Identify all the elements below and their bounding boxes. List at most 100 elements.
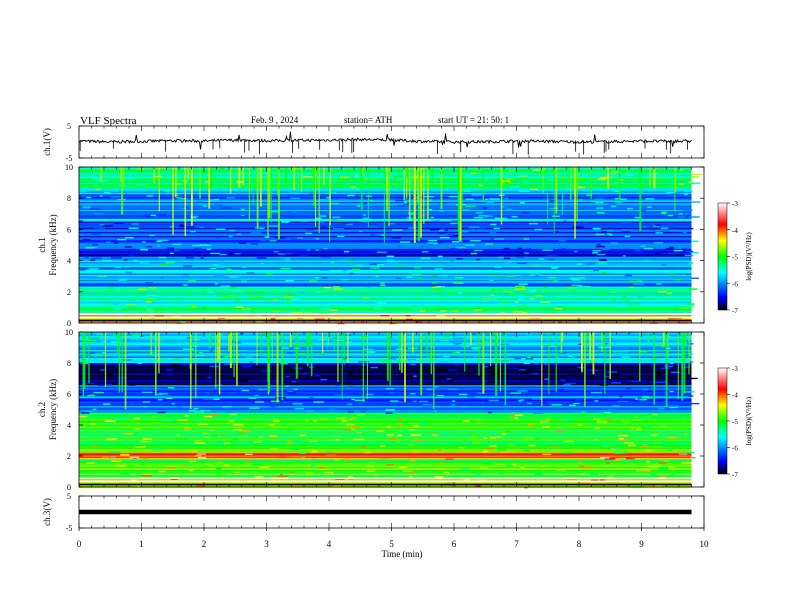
psd-speckle [607,408,617,411]
psd-speckle [377,305,382,308]
psd-speckle [268,435,277,437]
psd-speckle [257,455,265,457]
sferic-streak [172,167,174,235]
psd-speckle [166,394,171,396]
psd-speckle [99,223,105,226]
psd-speckle [286,442,293,445]
psd-speckle [534,473,543,475]
sferic-streak [190,332,192,410]
psd-speckle [443,229,449,232]
psd-speckle [459,468,471,471]
psd-speckle [607,371,618,373]
psd-speckle [258,436,263,438]
psd-speckle [185,257,194,259]
psd-speckle [193,408,199,410]
psd-speckle [467,227,475,230]
psd-speckle [219,295,229,298]
psd-speckle [289,294,297,296]
sferic-streak [208,167,211,209]
psd-speckle [379,440,385,443]
sferic-streak [433,332,435,409]
psd-speckle [446,378,452,380]
psd-speckle [450,404,455,406]
psd-speckle [380,234,385,236]
psd-speckle [300,457,306,459]
psd-speckle [129,456,140,459]
psd-speckle [596,244,601,246]
psd-speckle [169,226,174,228]
psd-speckle [580,482,591,484]
psd-speckle [448,369,458,371]
frequency-bin [79,351,692,353]
psd-speckle [641,469,651,472]
frequency-bin [79,411,692,413]
psd-speckle [478,216,488,218]
psd-speckle [256,257,267,259]
psd-speckle [512,305,516,307]
psd-speckle [554,307,563,310]
psd-speckle [109,456,117,458]
psd-speckle [241,389,250,392]
psd-speckle [505,366,517,368]
frequency-bin [79,199,692,201]
psd-speckle [278,295,285,298]
psd-speckle [623,442,634,444]
psd-speckle [440,368,450,371]
sferic-streak [268,167,271,219]
psd-speckle [176,197,182,199]
psd-speckle [381,179,391,181]
psd-speckle [378,359,388,362]
psd-speckle [166,415,173,418]
psd-speckle [206,288,211,290]
psd-speckle [571,357,576,359]
psd-speckle [179,224,183,226]
sferic-streak [360,167,363,210]
psd-speckle [362,433,368,436]
psd-speckle [541,281,547,283]
psd-speckle [305,445,313,448]
frequency-bin [79,169,692,172]
psd-speckle [138,288,147,291]
psd-speckle [622,255,626,257]
frequency-bin [79,213,692,216]
psd-speckle [592,252,599,254]
psd-speckle [504,262,511,264]
psd-speckle [535,295,543,297]
psd-speckle [419,206,431,209]
sferic-streak [659,167,661,187]
psd-speckle [452,352,459,354]
psd-speckle [214,384,223,387]
frequency-bin [79,458,692,460]
psd-speckle [213,462,224,465]
y-tick-label: 6 [67,225,71,234]
psd-speckle [578,343,583,346]
sferic-streak [366,332,368,400]
psd-speckle [610,447,622,450]
frequency-bin [79,363,692,365]
psd-speckle [447,266,453,268]
psd-speckle [211,410,219,412]
psd-speckle [659,426,668,428]
psd-speckle [543,421,549,424]
psd-speckle [455,281,459,283]
sferic-streak [688,332,690,375]
psd-speckle [428,199,433,201]
psd-speckle [112,303,120,305]
frequency-bin [79,235,692,238]
psd-speckle [682,209,693,211]
psd-speckle [387,240,393,242]
psd-speckle [494,217,500,219]
psd-speckle [113,333,117,336]
psd-speckle [116,464,126,467]
psd-speckle [148,442,153,444]
sferic-streak [122,167,125,188]
psd-speckle [199,352,203,354]
psd-speckle [657,344,665,346]
psd-speckle [434,468,445,470]
psd-speckle [379,173,388,175]
psd-speckle [208,373,214,375]
psd-speckle [571,279,581,281]
psd-speckle [577,424,582,427]
psd-speckle [687,303,695,305]
psd-speckle [193,208,201,211]
